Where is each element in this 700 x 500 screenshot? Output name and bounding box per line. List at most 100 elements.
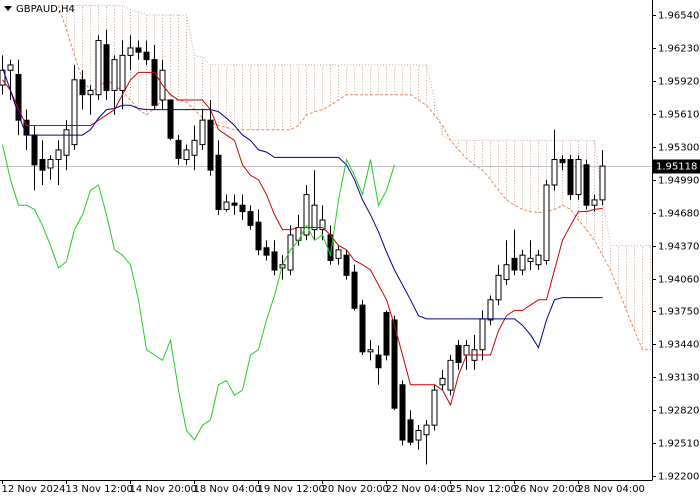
candle-body [167,99,174,139]
last-price-label: 1.95118 [656,162,697,173]
x-tick-label: 22 Nov 04:00 [386,484,453,495]
candle-body [135,47,142,53]
candle-body [55,149,62,161]
candle-body [399,384,406,441]
y-tick-label: 1.94370 [658,242,699,253]
x-tick-label: 14 Nov 20:00 [130,484,197,495]
candle-body [303,194,310,236]
y-tick-label: 1.95610 [658,110,699,121]
candle-body [79,79,86,96]
candle-body [7,64,14,71]
candle-body [583,164,590,206]
x-tick-label: 26 Nov 20:00 [514,484,581,495]
candle-body [503,264,510,281]
plot-area [0,4,652,465]
candle-body [383,312,390,356]
candle-body [87,89,94,96]
candle-body [535,254,542,266]
candle-body [119,54,126,91]
candle-body [111,59,118,91]
candle-body [271,251,278,271]
candle-body [63,129,70,156]
candle-body [367,349,374,353]
indicator-line [2,71,603,407]
candle-body [591,199,598,206]
candle-body [599,165,606,201]
candle-body [575,159,582,196]
y-tick-label: 1.92820 [658,406,699,417]
candle-body [215,154,222,210]
candle-body [143,51,150,61]
candle-body [231,202,238,206]
candle-body [551,159,558,186]
candle-body [439,377,446,386]
candle-body [239,204,246,213]
last-price-box [652,159,700,174]
candle-body [343,254,350,276]
candle-body [511,257,518,271]
candle-body [263,247,270,256]
candle-body [487,299,494,321]
candle-body [495,274,502,301]
candle-body [431,389,438,426]
x-tick-label: 19 Nov 12:00 [258,484,325,495]
y-tick-label: 1.94060 [658,275,699,286]
x-tick-label: 20 Nov 20:00 [322,484,389,495]
candle-body [527,257,534,263]
y-tick-label: 1.92510 [658,439,699,450]
symbol-icon [4,6,12,11]
candle-body [375,354,382,369]
y-tick-label: 1.94990 [658,176,699,187]
x-tick-label: 25 Nov 12:00 [450,484,517,495]
candle-body [423,424,430,436]
candle-body [191,139,198,156]
y-tick-label: 1.95300 [658,143,699,154]
x-tick-label: 28 Nov 04:00 [578,484,645,495]
indicator-line [2,144,395,441]
y-tick-label: 1.92200 [658,472,699,483]
candle-body [207,119,214,171]
candle-body [359,304,366,353]
x-tick-label: 13 Nov 12:00 [66,484,133,495]
candle-body [319,219,326,231]
candle-body [103,44,110,91]
candle-body [463,344,470,356]
indicator-line [2,67,603,349]
candle-body [223,201,230,210]
y-tick-label: 1.96230 [658,44,699,55]
candle-body [47,159,54,169]
candle-body [335,249,342,259]
candle-body [407,419,414,443]
y-tick-label: 1.93130 [658,373,699,384]
candle-body [151,59,158,106]
candle-body [31,134,38,166]
candle-body [199,119,206,146]
y-tick-label: 1.95920 [658,77,699,88]
candle-body [175,139,182,159]
candle-body [0,69,6,86]
y-tick-label: 1.93440 [658,340,699,351]
candle-body [95,39,102,96]
candle-body [447,359,454,391]
candle-body [255,221,262,251]
x-tick-label: 18 Nov 04:00 [194,484,261,495]
y-tick-label: 1.93750 [658,307,699,318]
y-tick-label: 1.94680 [658,209,699,220]
candle-body [479,318,486,351]
candle-body [327,234,334,261]
candle-body [415,429,422,441]
candle-body [519,254,526,271]
candle-body [247,211,254,226]
x-tick-label: 12 Nov 2024 [2,484,66,495]
y-tick-label: 1.96540 [658,11,699,22]
candle-body [295,227,302,241]
candle-body [567,159,574,196]
candle-body [39,159,46,171]
chart-title: GBPAUD,H4 [16,4,75,15]
candle-body [559,159,566,164]
candle-body [127,47,134,56]
candle-body [15,73,22,121]
candle-body [455,344,462,363]
candle-body [391,319,398,409]
